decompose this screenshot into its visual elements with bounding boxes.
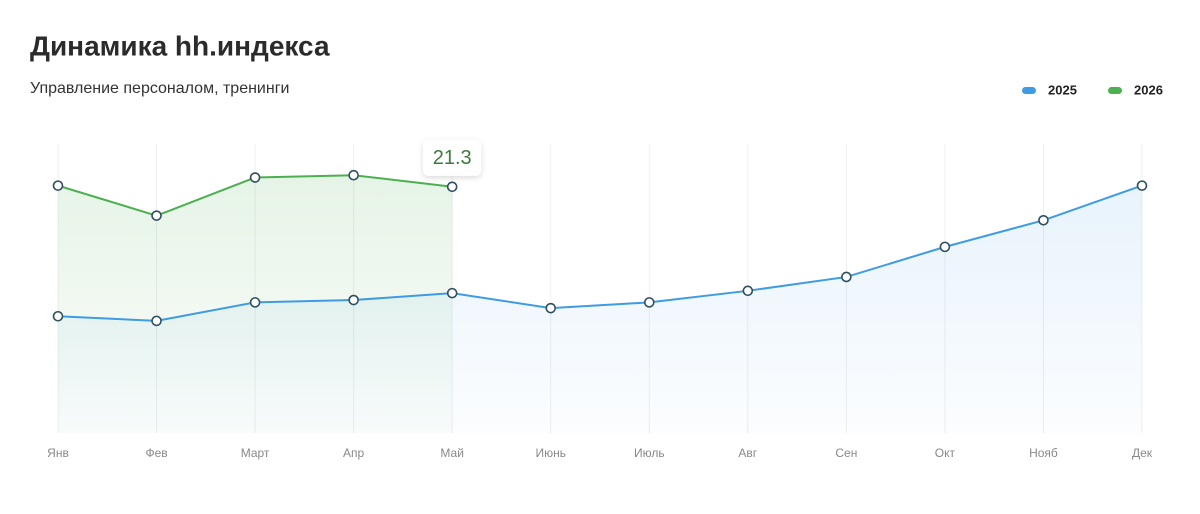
x-tick-label: Авг: [738, 446, 757, 460]
x-tick-label: Июнь: [535, 446, 566, 460]
point: [151, 315, 162, 327]
point: [1038, 214, 1049, 226]
point: [348, 294, 359, 306]
point: [939, 241, 951, 253]
line: [57, 184, 1143, 322]
tooltip-value: 21.3: [433, 147, 472, 169]
x-tick-label: Янв: [47, 446, 69, 460]
legend-label: 2025: [1048, 82, 1077, 97]
point: [151, 210, 162, 221]
point: [446, 181, 458, 193]
tooltip-box: [423, 139, 482, 176]
x-tick-label: Окт: [935, 446, 956, 460]
point: [841, 271, 852, 283]
tooltip: 21.3: [423, 139, 482, 176]
x-tick-label: Май: [440, 446, 464, 460]
x-tick-label: Нояб: [1029, 446, 1058, 460]
chart-title: Динамика hh.индекса: [30, 30, 330, 61]
x-tick-label: Апр: [343, 446, 365, 460]
x-tick-label: Фев: [145, 446, 167, 460]
point: [1136, 180, 1148, 191]
legend-label: 2026: [1134, 82, 1163, 97]
chart-subtitle: Управление персоналом, тренинги: [30, 80, 289, 97]
legend-swatch: [1108, 87, 1122, 94]
point: [643, 297, 655, 308]
x-tick-label: Сен: [835, 446, 857, 460]
point: [52, 310, 64, 322]
point: [249, 172, 261, 183]
legend-swatch: [1022, 87, 1036, 94]
point: [446, 287, 458, 299]
point: [742, 285, 754, 297]
point: [348, 169, 359, 181]
point: [52, 180, 64, 191]
point: [545, 302, 557, 314]
point: [249, 297, 261, 308]
x-tick-label: Март: [241, 446, 270, 460]
x-tick-label: Июль: [634, 446, 665, 460]
x-tick-label: Дек: [1132, 446, 1153, 460]
